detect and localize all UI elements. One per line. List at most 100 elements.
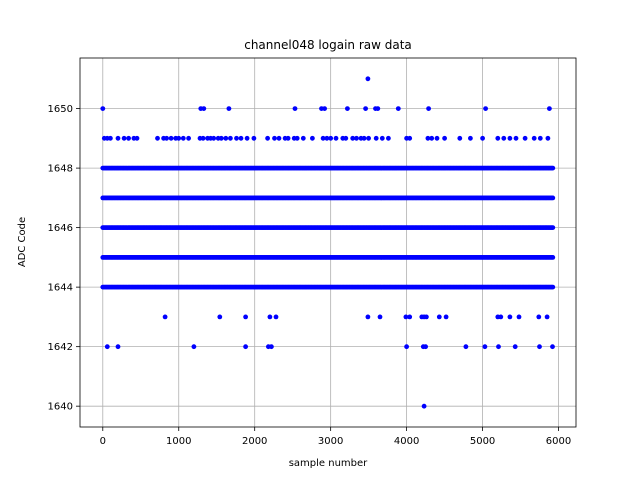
data-point [407,314,413,320]
x-tick-label: 5000 [470,436,495,447]
data-point [100,106,106,111]
data-point [126,135,131,141]
data-point [426,106,431,111]
x-tick-label: 3000 [318,436,343,447]
data-point [536,314,542,320]
data-point [366,135,371,141]
data-point [265,135,270,141]
data-point [468,135,473,141]
data-point [483,106,488,111]
data-point [516,314,522,320]
data-point [423,344,428,350]
x-tick-label: 2000 [242,436,267,447]
data-point [164,135,170,141]
data-point [550,225,556,231]
x-axis-ticks: 0 1000 2000 3000 4000 5000 6000 [100,427,571,447]
plot-frame [79,57,577,428]
data-point [155,135,160,141]
data-point [251,135,257,141]
data-point [365,314,371,320]
y-tick-label: 1642 [48,342,73,353]
data-point [425,135,431,141]
data-point [537,344,542,350]
data-point [424,314,429,320]
data-point [272,135,277,141]
data-point [328,135,334,141]
y-tick-label: 1648 [48,164,73,175]
data-point [191,344,197,350]
data-point [442,135,447,141]
data-point [463,344,469,350]
data-point [545,135,551,141]
data-point [243,314,249,320]
data-point [162,314,168,320]
data-point [480,135,485,141]
data-point [115,344,121,350]
y-tick-label: 1640 [48,402,73,413]
data-point [495,135,501,141]
data-point [501,135,507,141]
data-point [354,135,359,141]
data-point [211,135,217,141]
data-point [176,135,182,141]
data-point [104,344,110,350]
data-point [217,314,223,320]
data-point [226,106,232,111]
y-tick-label: 1644 [48,283,73,294]
data-point [429,135,435,141]
data-point [180,135,186,141]
data-point [550,284,556,290]
data-point [531,135,537,141]
data-point [243,344,249,350]
data-point [324,135,330,141]
data-point [238,135,244,141]
y-tick-label: 1650 [48,104,73,115]
data-point [379,135,385,141]
data-point [377,314,383,320]
data-point [365,76,371,82]
data-point [343,135,349,141]
data-point [421,403,427,409]
data-point [300,135,306,141]
chart-title: channel048 logain raw data [244,38,412,52]
data-point [322,106,327,111]
data-point [386,135,391,141]
y-axis-label: ADC Code [17,217,28,267]
data-point [345,106,350,111]
data-point [375,106,381,111]
data-point [292,106,298,111]
data-point [108,135,113,141]
data-point [285,135,291,141]
data-point [201,106,207,111]
data-points [100,76,556,409]
data-point [522,135,528,141]
data-point [498,314,504,320]
data-point [507,135,513,141]
data-point [320,135,326,141]
data-point [310,135,315,141]
data-point [537,135,543,141]
data-point [200,135,206,141]
data-point [512,344,518,350]
data-point [218,135,224,141]
data-point [507,314,513,320]
x-axis-label: sample number [289,458,368,469]
data-point [228,135,233,141]
data-point [269,344,274,350]
y-axis-ticks: 1640 1642 1644 1646 1648 1650 [48,104,80,413]
data-point [186,135,192,141]
data-point [404,344,409,350]
x-tick-label: 6000 [546,436,571,447]
data-point [443,314,449,320]
data-point [513,135,519,141]
data-point [407,135,413,141]
data-point [361,135,367,141]
data-point [234,135,239,141]
data-point [121,135,127,141]
data-point [544,314,550,320]
data-point [434,135,440,141]
data-point [168,135,174,141]
data-point [333,135,339,141]
